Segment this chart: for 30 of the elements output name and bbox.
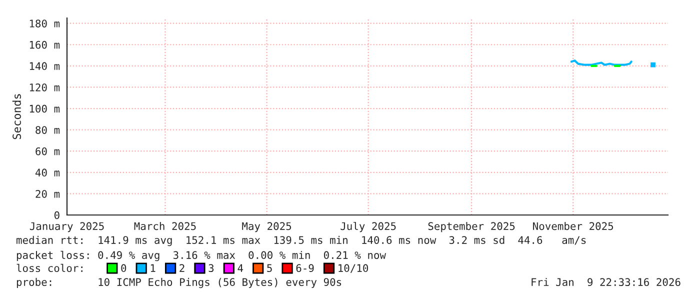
text: packet loss: 0.49 % avg 3.16 % max 0.00 % min 0.21 % now bbox=[16, 250, 386, 262]
legend-label: 4 bbox=[238, 264, 244, 272]
x-tick-label: November 2025 bbox=[533, 222, 614, 230]
x-tick-label: January 2025 bbox=[30, 222, 104, 232]
legend-label: 5 bbox=[267, 264, 272, 272]
legend-label: 6-9 bbox=[296, 264, 314, 272]
legend-label: 3 bbox=[208, 264, 214, 272]
y-tick-label: 20 m bbox=[36, 190, 60, 198]
y-tick-label: 0 bbox=[54, 211, 60, 220]
legend-label: 0 bbox=[121, 264, 126, 272]
x-tick-label: July 2025 bbox=[340, 222, 396, 232]
x-tick-label: September 2025 bbox=[428, 222, 515, 232]
y-tick-label: 80 m bbox=[36, 126, 60, 134]
legend-title: loss color: bbox=[16, 264, 82, 272]
x-tick-label: May 2025 bbox=[242, 222, 292, 232]
y-tick-label: 60 m bbox=[36, 147, 60, 156]
text: probe: 10 ICMP Echo Pings (56 Bytes) every 90s bbox=[16, 278, 342, 288]
y-tick-label: 40 m bbox=[35, 168, 60, 177]
legend-label: 1 bbox=[150, 264, 156, 272]
legend-label: 10/10 bbox=[338, 264, 368, 273]
legend-label: 2 bbox=[180, 264, 184, 272]
y-tick-label: 120 m bbox=[30, 83, 60, 92]
y-axis-title: Seconds bbox=[12, 94, 21, 140]
text: median rtt: 141.9 ms avg 152.1 ms max 139.5 ms min 140.6 ms now 3.2 ms sd 44.6 am/s bbox=[16, 236, 586, 246]
y-tick-label: 160 m bbox=[30, 40, 60, 49]
text: Fri Jan 9 22:33:16 2026 bbox=[532, 278, 680, 286]
y-tick-label: 180 m bbox=[30, 20, 60, 28]
y-tick-label: 140 m bbox=[30, 62, 60, 70]
x-tick-label: March 2025 bbox=[134, 222, 196, 230]
y-tick-label: 100 m bbox=[30, 104, 60, 113]
